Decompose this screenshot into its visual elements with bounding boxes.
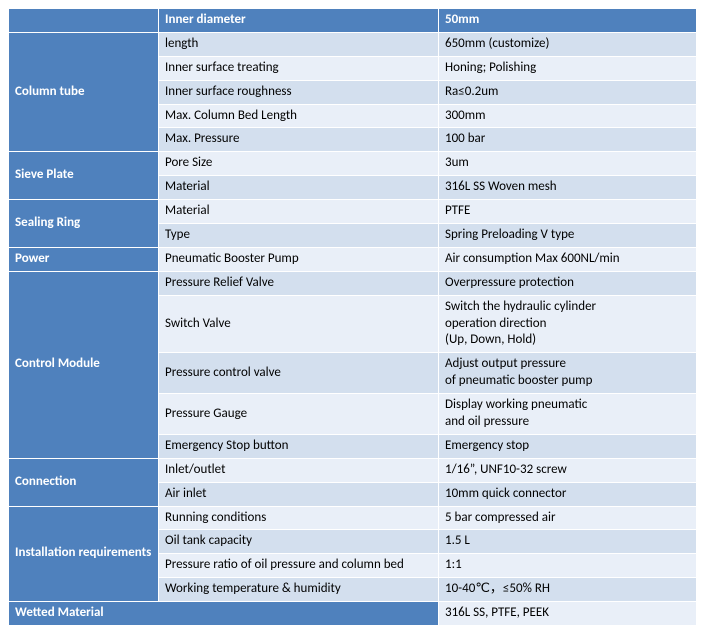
param: Oil tank capacity [159,530,439,554]
value: 5 bar compressed air [439,506,697,530]
cat-sealing-ring: Sealing Ring [9,200,159,248]
param: Switch Valve [159,295,439,353]
param: Emergency Stop button [159,434,439,458]
cat-power: Power [9,247,159,271]
param: Max. Column Bed Length [159,104,439,128]
value: 3um [439,152,697,176]
header-blank [9,9,159,33]
value: Overpressure protection [439,271,697,295]
header-col2: Inner diameter [159,9,439,33]
value: 650mm (customize) [439,32,697,56]
param: Max. Pressure [159,128,439,152]
cat-installation: Installation requirements [9,506,159,602]
value: Adjust output pressure of pneumatic boos… [439,353,697,394]
param: Pressure Relief Valve [159,271,439,295]
value: PTFE [439,200,697,224]
spec-table: Inner diameter 50mm Column tube length 6… [8,8,697,626]
param: Material [159,200,439,224]
param: Running conditions [159,506,439,530]
value: 316L SS Woven mesh [439,176,697,200]
param: Inlet/outlet [159,458,439,482]
value: 316L SS, PTFE, PEEK [439,602,697,626]
param: Air inlet [159,482,439,506]
param: Pressure Gauge [159,394,439,435]
param: Inner surface treating [159,56,439,80]
param: Pore Size [159,152,439,176]
value: 300mm [439,104,697,128]
value: Honing; Polishing [439,56,697,80]
value: Ra≤0.2um [439,80,697,104]
param: length [159,32,439,56]
value: 10-40℃，≤50% RH [439,578,697,602]
value: Switch the hydraulic cylinder operation … [439,295,697,353]
value: Emergency stop [439,434,697,458]
value: 1/16”, UNF10-32 screw [439,458,697,482]
param: Working temperature & humidity [159,578,439,602]
param: Pressure control valve [159,353,439,394]
value: Display working pneumatic and oil pressu… [439,394,697,435]
param: Material [159,176,439,200]
value: 1.5 L [439,530,697,554]
value: 100 bar [439,128,697,152]
cat-control-module: Control Module [9,271,159,458]
param: Inner surface roughness [159,80,439,104]
value: 10mm quick connector [439,482,697,506]
value: Spring Preloading V type [439,224,697,248]
param: Type [159,224,439,248]
cat-column-tube: Column tube [9,32,159,151]
cat-connection: Connection [9,458,159,506]
param: Pneumatic Booster Pump [159,247,439,271]
cat-wetted-material: Wetted Material [9,602,439,626]
header-col3: 50mm [439,9,697,33]
cat-sieve-plate: Sieve Plate [9,152,159,200]
value: Air consumption Max 600NL/min [439,247,697,271]
